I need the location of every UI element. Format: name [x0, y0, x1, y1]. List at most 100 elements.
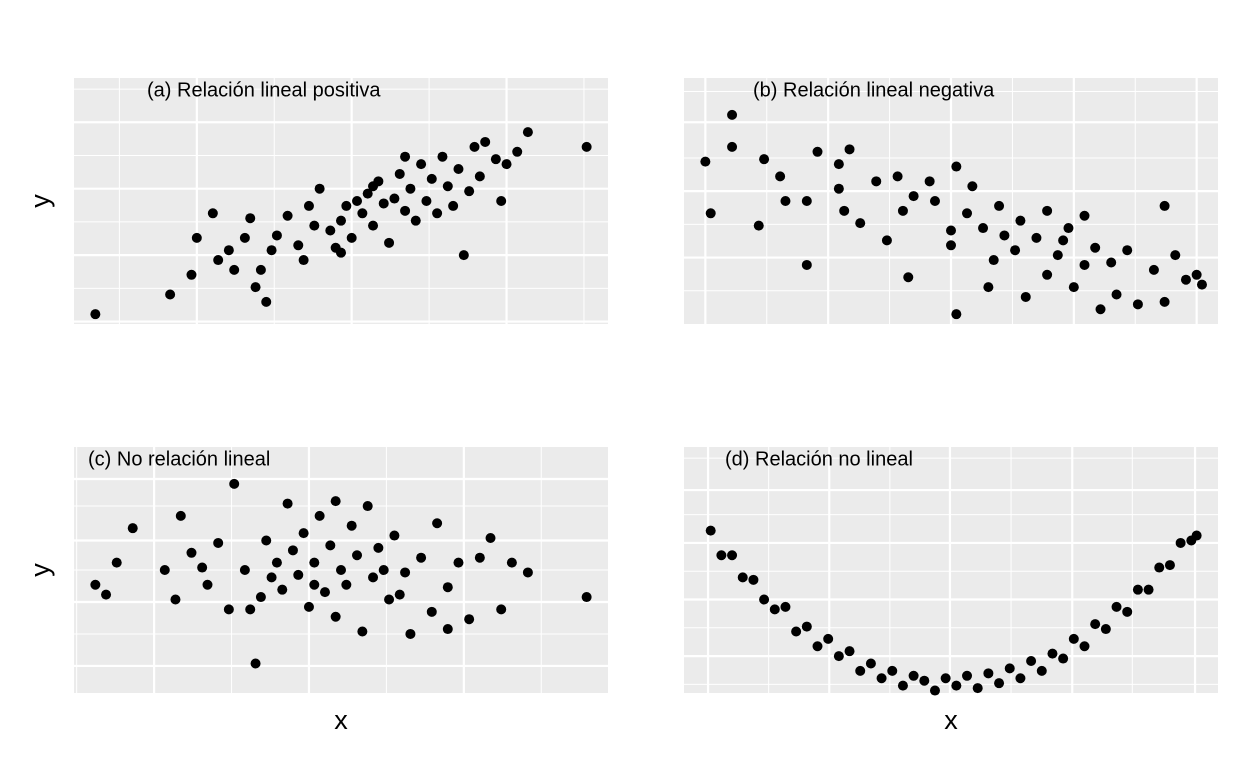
scatter-point: [186, 547, 197, 558]
panel: (d) Relación no lineal x: [684, 447, 1218, 735]
scatter-point: [223, 604, 234, 615]
panel-title: (b) Relación lineal negativa: [753, 79, 995, 101]
scatter-point: [416, 552, 427, 563]
scatter-point: [844, 646, 855, 657]
scatter-point: [362, 501, 373, 512]
scatter-point: [705, 208, 716, 219]
scatter-point: [1090, 242, 1101, 253]
scatter-point: [780, 196, 791, 206]
scatter-point: [1058, 653, 1069, 664]
scatter-point: [394, 589, 405, 600]
scatter-point: [400, 151, 411, 162]
scatter-point: [833, 159, 844, 170]
panel: (c) No relación lineal y x: [25, 447, 608, 735]
scatter-point: [373, 542, 384, 553]
scatter-point: [994, 678, 1005, 689]
y-axis-label: y: [25, 194, 55, 208]
scatter-point: [474, 171, 485, 182]
scatter-point: [453, 557, 464, 568]
scatter-point: [282, 210, 293, 221]
scatter-point: [341, 200, 352, 211]
scatter-point: [1196, 279, 1207, 290]
scatter-point: [705, 525, 716, 536]
scatter-point: [1063, 223, 1074, 234]
scatter-point: [700, 156, 711, 167]
scatter-point: [1031, 232, 1042, 243]
scatter-point: [1047, 648, 1058, 659]
scatter-point: [223, 245, 234, 256]
scatter-point: [871, 176, 882, 187]
scatter-point: [261, 535, 272, 546]
scatter-point: [727, 550, 738, 561]
scatter-point: [897, 680, 908, 691]
scatter-point: [801, 259, 812, 270]
scatter-point: [876, 673, 887, 684]
scatter-point: [1111, 289, 1122, 300]
scatter-point: [801, 196, 812, 206]
scatter-point: [522, 127, 533, 138]
scatter-point: [170, 594, 181, 605]
scatter-point: [442, 181, 453, 192]
scatter-point: [352, 550, 363, 561]
scatter-point: [330, 611, 341, 622]
scatter-point: [480, 136, 491, 147]
scatter-point: [924, 176, 935, 187]
scatter-point: [309, 557, 320, 568]
scatter-point: [496, 604, 507, 615]
scatter-point: [325, 225, 336, 236]
scatter-point: [897, 205, 908, 216]
scatter-point: [929, 685, 940, 696]
scatter-point: [464, 614, 475, 625]
scatter-point: [972, 683, 983, 694]
scatter-point: [946, 240, 956, 251]
scatter-point: [175, 510, 186, 521]
scatter-point: [812, 641, 823, 652]
scatter-point: [1191, 269, 1202, 280]
scatter-point: [229, 478, 240, 489]
scatter-point: [1068, 633, 1079, 644]
scatter-point: [780, 601, 791, 612]
scatter-point: [485, 533, 496, 544]
scatter-point: [581, 141, 592, 152]
scatter-point: [940, 673, 951, 684]
panel-title: (a) Relación lineal positiva: [147, 79, 381, 101]
scatter-point: [474, 552, 485, 563]
scatter-point: [368, 572, 379, 583]
scatter-point: [1154, 562, 1165, 573]
scatter-point: [255, 592, 266, 603]
scatter-point: [908, 670, 919, 681]
scatter-point: [801, 621, 812, 632]
scatter-point: [336, 215, 346, 226]
scatter-point: [330, 242, 341, 253]
scatter-point: [202, 579, 213, 590]
scatter-point: [1079, 210, 1090, 221]
y-axis-label: y: [25, 563, 55, 577]
scatter-point: [293, 569, 304, 580]
panel: (a) Relación lineal positiva y: [25, 78, 608, 324]
scatter-point: [716, 550, 727, 561]
scatter-point: [833, 183, 844, 194]
scatter-point: [490, 154, 501, 165]
scatter-point: [309, 579, 320, 590]
scatter-point: [432, 208, 443, 219]
scatter-point: [748, 574, 759, 585]
scatter-point: [229, 264, 240, 275]
scatter-point: [197, 562, 208, 573]
scatter-point: [1106, 257, 1117, 268]
scatter-point: [865, 658, 876, 669]
scatter-point: [581, 592, 592, 603]
scatter-point: [1079, 259, 1090, 270]
scatter-point: [400, 567, 411, 578]
scatter-point: [250, 658, 261, 669]
scatter-point: [453, 164, 464, 175]
scatter-point: [1015, 215, 1026, 226]
scatter-point: [727, 141, 738, 152]
scatter-point: [1159, 296, 1170, 307]
scatter-point: [727, 109, 738, 120]
scatter-point: [1020, 291, 1031, 302]
scatter-point: [245, 213, 256, 224]
scatter-point: [442, 624, 453, 635]
scatter-point: [101, 589, 112, 600]
scatter-point: [261, 296, 272, 307]
scatter-point: [1095, 304, 1106, 315]
